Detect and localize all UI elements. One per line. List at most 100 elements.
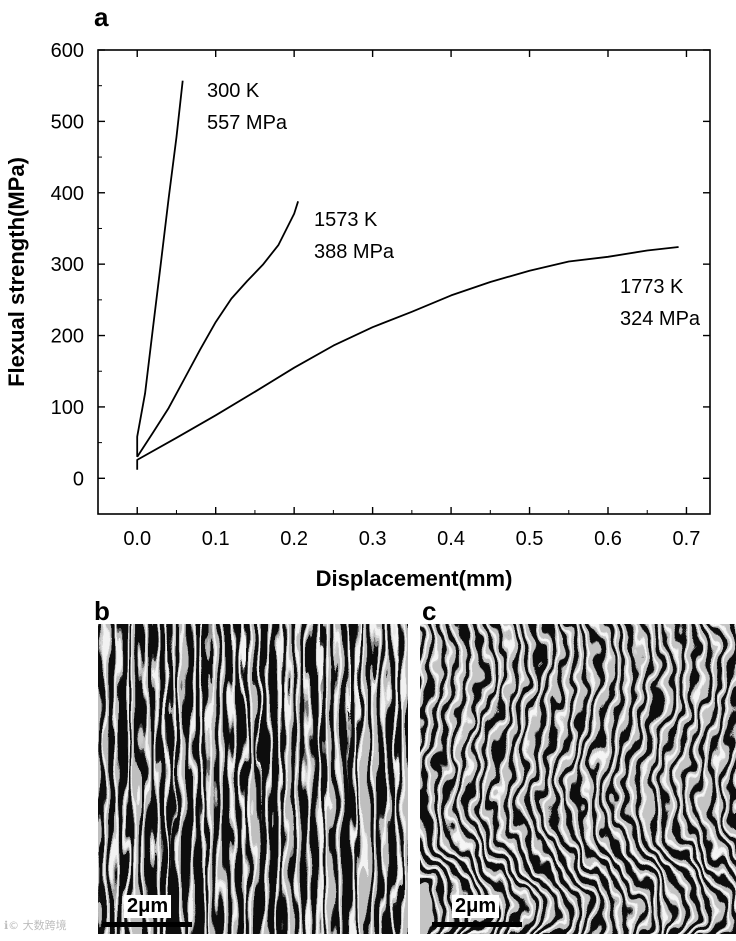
lamella-bright	[420, 624, 466, 934]
lamella-bright	[132, 624, 135, 934]
lamella-dark	[387, 624, 395, 934]
x-tick-label: 0.7	[673, 528, 701, 550]
plot-frame	[97, 49, 711, 515]
lamella-bright	[641, 624, 694, 934]
lamella-dark	[635, 624, 690, 934]
micrograph-c-texture	[420, 624, 736, 934]
lamella-bright	[473, 624, 526, 934]
lamella-dark	[301, 624, 307, 934]
series-annotation: 300 K	[207, 80, 260, 102]
lamella-bright	[372, 624, 376, 934]
lamella-bright	[401, 624, 405, 934]
lamella-dark	[224, 624, 231, 934]
lamella-bright	[677, 624, 730, 934]
lamella-dark	[406, 624, 408, 814]
lamella-bright	[113, 624, 118, 934]
y-tick-label: 500	[51, 111, 84, 133]
lamella-bright	[653, 624, 706, 934]
series-line-1573-k	[136, 201, 299, 458]
lamella-bright	[420, 625, 454, 934]
lamella-bright	[383, 624, 387, 934]
lamella-dark	[157, 624, 167, 934]
lamella-bright	[277, 624, 282, 934]
lamella-dark	[167, 624, 175, 934]
lamella-dark	[204, 624, 209, 934]
series-annotation: 388 MPa	[314, 241, 395, 263]
watermark-logo: ℹ© 大数跨境	[4, 919, 67, 932]
lamella-dark	[128, 624, 132, 934]
lamella-dark	[671, 624, 726, 934]
lamella-dark	[491, 624, 546, 934]
lamella-bright	[395, 624, 398, 934]
lamella-dark	[563, 624, 618, 934]
lamella-bright	[425, 624, 478, 934]
lamella-dark	[587, 624, 642, 934]
lamella-bright	[461, 624, 514, 934]
y-tick-label: 100	[51, 397, 84, 419]
chart-series	[136, 80, 679, 470]
chart-axes: 0.0 0.1 0.2 0.3 0.4 0.5 0.6 0.7 0 100 200 300 400 500…	[4, 40, 711, 591]
lamella-dark	[330, 624, 338, 934]
x-tick-label: 0.2	[280, 528, 308, 550]
scale-bar-c	[432, 922, 522, 927]
lamella-dark	[117, 624, 126, 934]
lamella-bright	[689, 624, 736, 934]
y-tick-label: 400	[51, 183, 84, 205]
lamella-bright	[581, 624, 634, 934]
scale-bar-b	[102, 922, 192, 927]
lamella-dark	[575, 624, 630, 934]
lamella-dark	[420, 624, 474, 934]
lamella-bright	[125, 624, 129, 934]
lamella-dark	[269, 624, 279, 934]
lamella-dark	[695, 624, 736, 934]
x-axis-label: Displacement(mm)	[316, 566, 513, 591]
lamella-bright	[449, 624, 502, 934]
x-tick-label: 0.4	[437, 528, 465, 550]
lamella-bright	[189, 624, 195, 934]
lamella-dark	[503, 624, 558, 934]
lamella-dark	[320, 624, 326, 934]
lamella-bright	[521, 624, 574, 934]
lamella-bright	[605, 624, 658, 934]
lamella-dark	[138, 624, 144, 934]
lamella-dark	[455, 624, 510, 934]
lamella-bright	[164, 624, 170, 934]
lamella-bright	[335, 624, 341, 934]
lamella-dark	[355, 624, 363, 934]
lamella-bright	[437, 624, 490, 934]
lamella-dark	[345, 624, 356, 934]
lamella-bright	[701, 624, 736, 877]
y-tick-label: 0	[73, 468, 84, 490]
scale-label-b: 2μm	[124, 895, 172, 918]
series-annotation: 1573 K	[314, 209, 378, 231]
lamella-bright	[241, 624, 246, 934]
lamella-dark	[599, 624, 654, 934]
x-tick-label: 0.3	[359, 528, 387, 550]
lamella-bright	[265, 624, 272, 934]
flexural-strength-chart: 0.0 0.1 0.2 0.3 0.4 0.5 0.6 0.7 0 100 200 300 400 500…	[4, 40, 711, 591]
lamella-dark	[551, 624, 606, 934]
lamella-bright	[201, 624, 205, 934]
lamella-bright	[485, 624, 538, 934]
panel-label-c: c	[422, 596, 437, 626]
lamella-bright	[296, 624, 300, 934]
y-axis-label: Flexual strength(MPa)	[4, 157, 29, 387]
micrograph-b-texture	[98, 624, 408, 934]
lamella-dark	[214, 624, 220, 934]
lamella-dark	[479, 624, 534, 934]
lamella-dark	[431, 624, 486, 934]
lamella-dark	[659, 624, 714, 934]
lamella-dark	[234, 624, 243, 934]
lamella-bright	[352, 624, 359, 934]
lamella-dark	[290, 624, 297, 934]
y-tick-label: 200	[51, 326, 84, 348]
micrograph-b	[98, 624, 408, 934]
lamella-bright	[629, 624, 682, 934]
lamella-bright	[533, 624, 586, 934]
lamella-bright	[713, 624, 736, 862]
y-tick-label: 300	[51, 254, 84, 276]
lamella-bright	[497, 624, 550, 934]
lamella-dark	[259, 624, 269, 934]
series-annotation: 557 MPa	[207, 112, 288, 134]
lamella-dark	[98, 624, 104, 934]
